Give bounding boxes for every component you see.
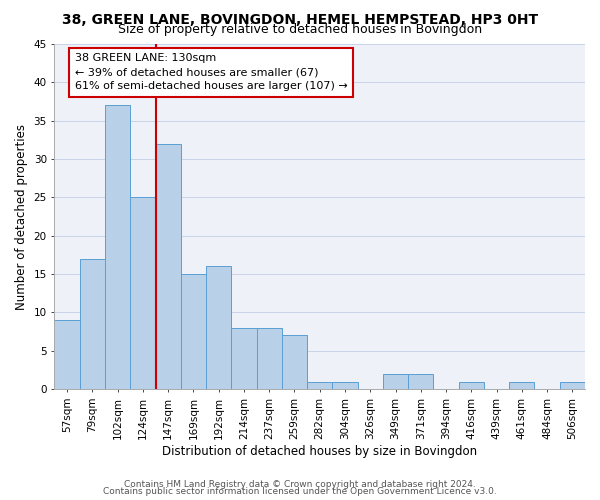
Text: Contains public sector information licensed under the Open Government Licence v3: Contains public sector information licen… <box>103 488 497 496</box>
Bar <box>181 274 206 389</box>
Text: 38 GREEN LANE: 130sqm
← 39% of detached houses are smaller (67)
61% of semi-deta: 38 GREEN LANE: 130sqm ← 39% of detached … <box>74 53 347 91</box>
Bar <box>105 106 130 389</box>
Bar <box>231 328 257 389</box>
Bar <box>80 259 105 389</box>
Bar <box>282 336 307 389</box>
Bar <box>206 266 231 389</box>
Bar <box>408 374 433 389</box>
Text: Contains HM Land Registry data © Crown copyright and database right 2024.: Contains HM Land Registry data © Crown c… <box>124 480 476 489</box>
Bar <box>458 382 484 389</box>
Bar <box>560 382 585 389</box>
Bar <box>130 198 155 389</box>
Bar <box>509 382 535 389</box>
Bar <box>383 374 408 389</box>
Bar <box>257 328 282 389</box>
Text: 38, GREEN LANE, BOVINGDON, HEMEL HEMPSTEAD, HP3 0HT: 38, GREEN LANE, BOVINGDON, HEMEL HEMPSTE… <box>62 12 538 26</box>
Bar <box>55 320 80 389</box>
Text: Size of property relative to detached houses in Bovingdon: Size of property relative to detached ho… <box>118 22 482 36</box>
Y-axis label: Number of detached properties: Number of detached properties <box>15 124 28 310</box>
Bar <box>332 382 358 389</box>
X-axis label: Distribution of detached houses by size in Bovingdon: Distribution of detached houses by size … <box>162 444 477 458</box>
Bar <box>307 382 332 389</box>
Bar <box>155 144 181 389</box>
